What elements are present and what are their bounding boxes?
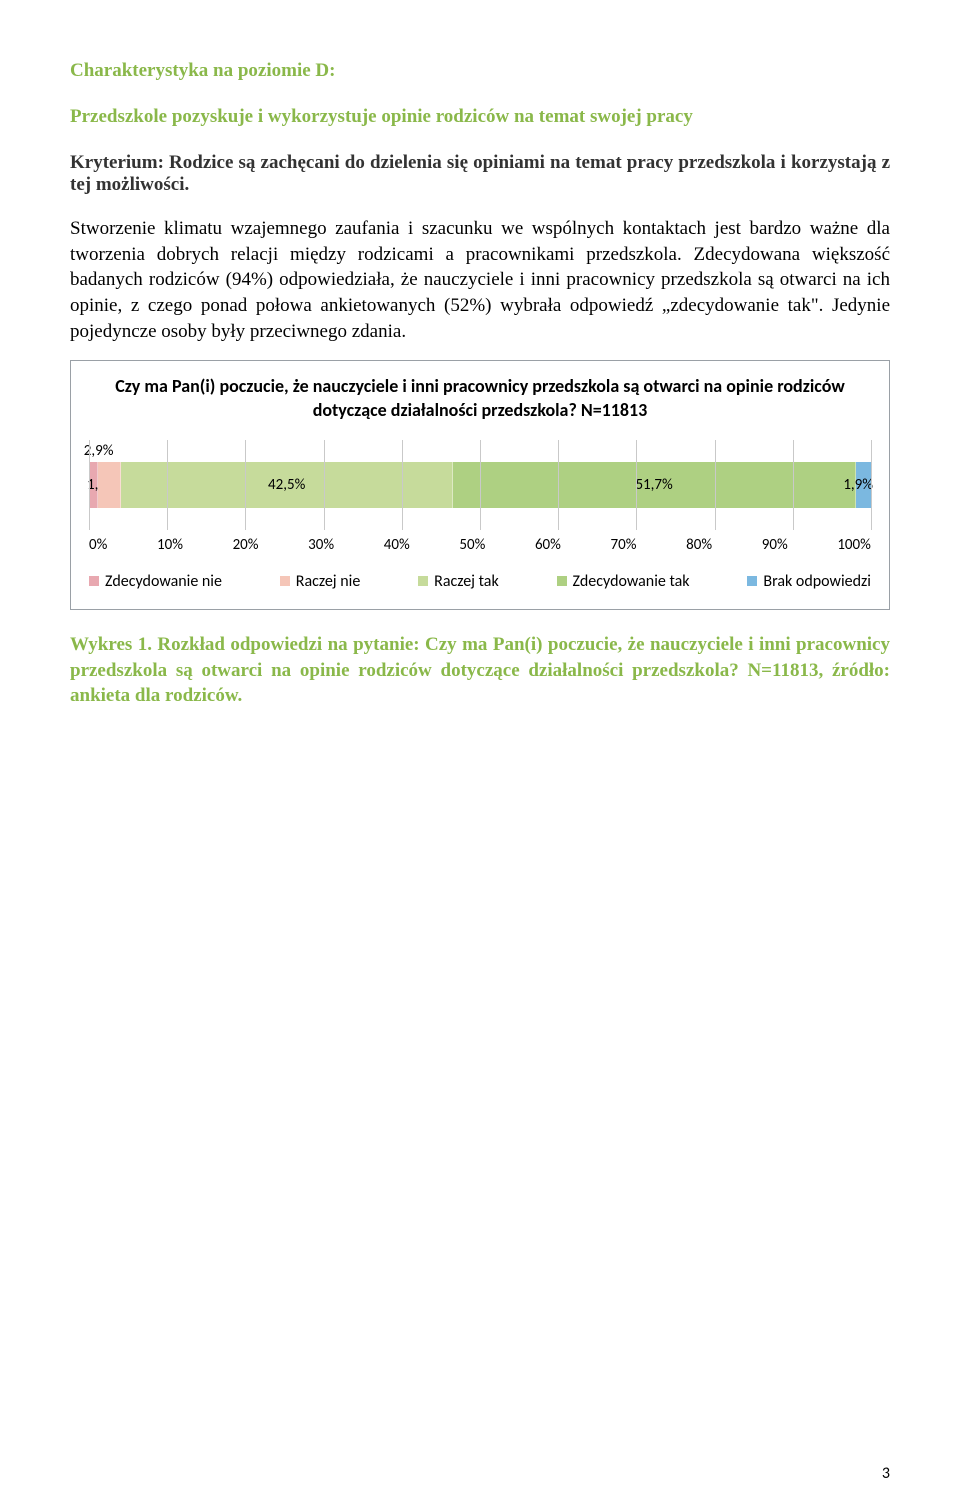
chart-container: Czy ma Pan(i) poczucie, że nauczyciele i… [70,360,890,610]
chart-title: Czy ma Pan(i) poczucie, że nauczyciele i… [89,375,871,422]
chart-x-axis: 0% 10% 20% 30% 40% 50% 60% 70% 80% 90% 100% [89,536,871,554]
legend-item: Zdecydowanie tak [557,572,690,591]
legend-item: Raczej nie [280,572,361,591]
grid-line [402,440,403,530]
grid-line [480,440,481,530]
legend-item: Raczej tak [418,572,499,591]
bar-segment: 1,0% [89,462,98,508]
axis-tick-label: 20% [233,536,259,554]
legend-swatch [89,576,99,586]
axis-tick-label: 0% [89,536,107,554]
chart-plot-area: 1,0%2,9% 42,5% 51,7% 1,9% [89,440,871,530]
axis-tick-label: 30% [308,536,334,554]
legend-swatch [557,576,567,586]
body-paragraph: Stworzenie klimatu wzajemnego zaufania i… [70,216,890,344]
grid-line [636,440,637,530]
axis-tick-label: 40% [384,536,410,554]
axis-tick-label: 80% [686,536,712,554]
legend-label: Zdecydowanie nie [105,572,222,591]
legend-swatch [418,576,428,586]
legend-label: Raczej tak [434,572,499,591]
axis-tick-label: 70% [611,536,637,554]
chart-caption: Wykres 1. Rozkład odpowiedzi na pytanie:… [70,632,890,709]
axis-tick-label: 90% [762,536,788,554]
axis-tick-label: 60% [535,536,561,554]
axis-tick-label: 100% [837,536,871,554]
grid-line [245,440,246,530]
legend-item: Brak odpowiedzi [747,572,871,591]
legend-item: Zdecydowanie nie [89,572,222,591]
axis-tick-label: 10% [157,536,183,554]
legend-label: Zdecydowanie tak [573,572,690,591]
grid-line [324,440,325,530]
bar-segment: 51,7% [453,462,856,508]
bar-segment-label: 1,9% [843,476,873,494]
criterion-text: Kryterium: Rodzice są zachęcani do dziel… [70,152,890,196]
grid-line [871,440,872,530]
grid-line [793,440,794,530]
section-subheading: Przedszkole pozyskuje i wykorzystuje opi… [70,106,890,128]
axis-tick-label: 50% [459,536,485,554]
bar-segment-label: 42,5% [268,476,305,494]
chart-legend: Zdecydowanie nie Raczej nie Raczej tak Zdec… [89,572,871,591]
grid-line [89,440,90,530]
grid-line [558,440,559,530]
grid-line [167,440,168,530]
bar-segment: 42,5% [121,462,453,508]
legend-label: Raczej nie [296,572,361,591]
bar-segment: 2,9% [98,462,122,508]
legend-swatch [280,576,290,586]
legend-label: Brak odpowiedzi [763,572,871,591]
legend-swatch [747,576,757,586]
section-heading: Charakterystyka na poziomie D: [70,60,890,82]
bar-segment-label: 51,7% [635,476,672,494]
page-number: 3 [882,1464,890,1483]
grid-line [715,440,716,530]
bar-segment: 1,9% [856,462,871,508]
